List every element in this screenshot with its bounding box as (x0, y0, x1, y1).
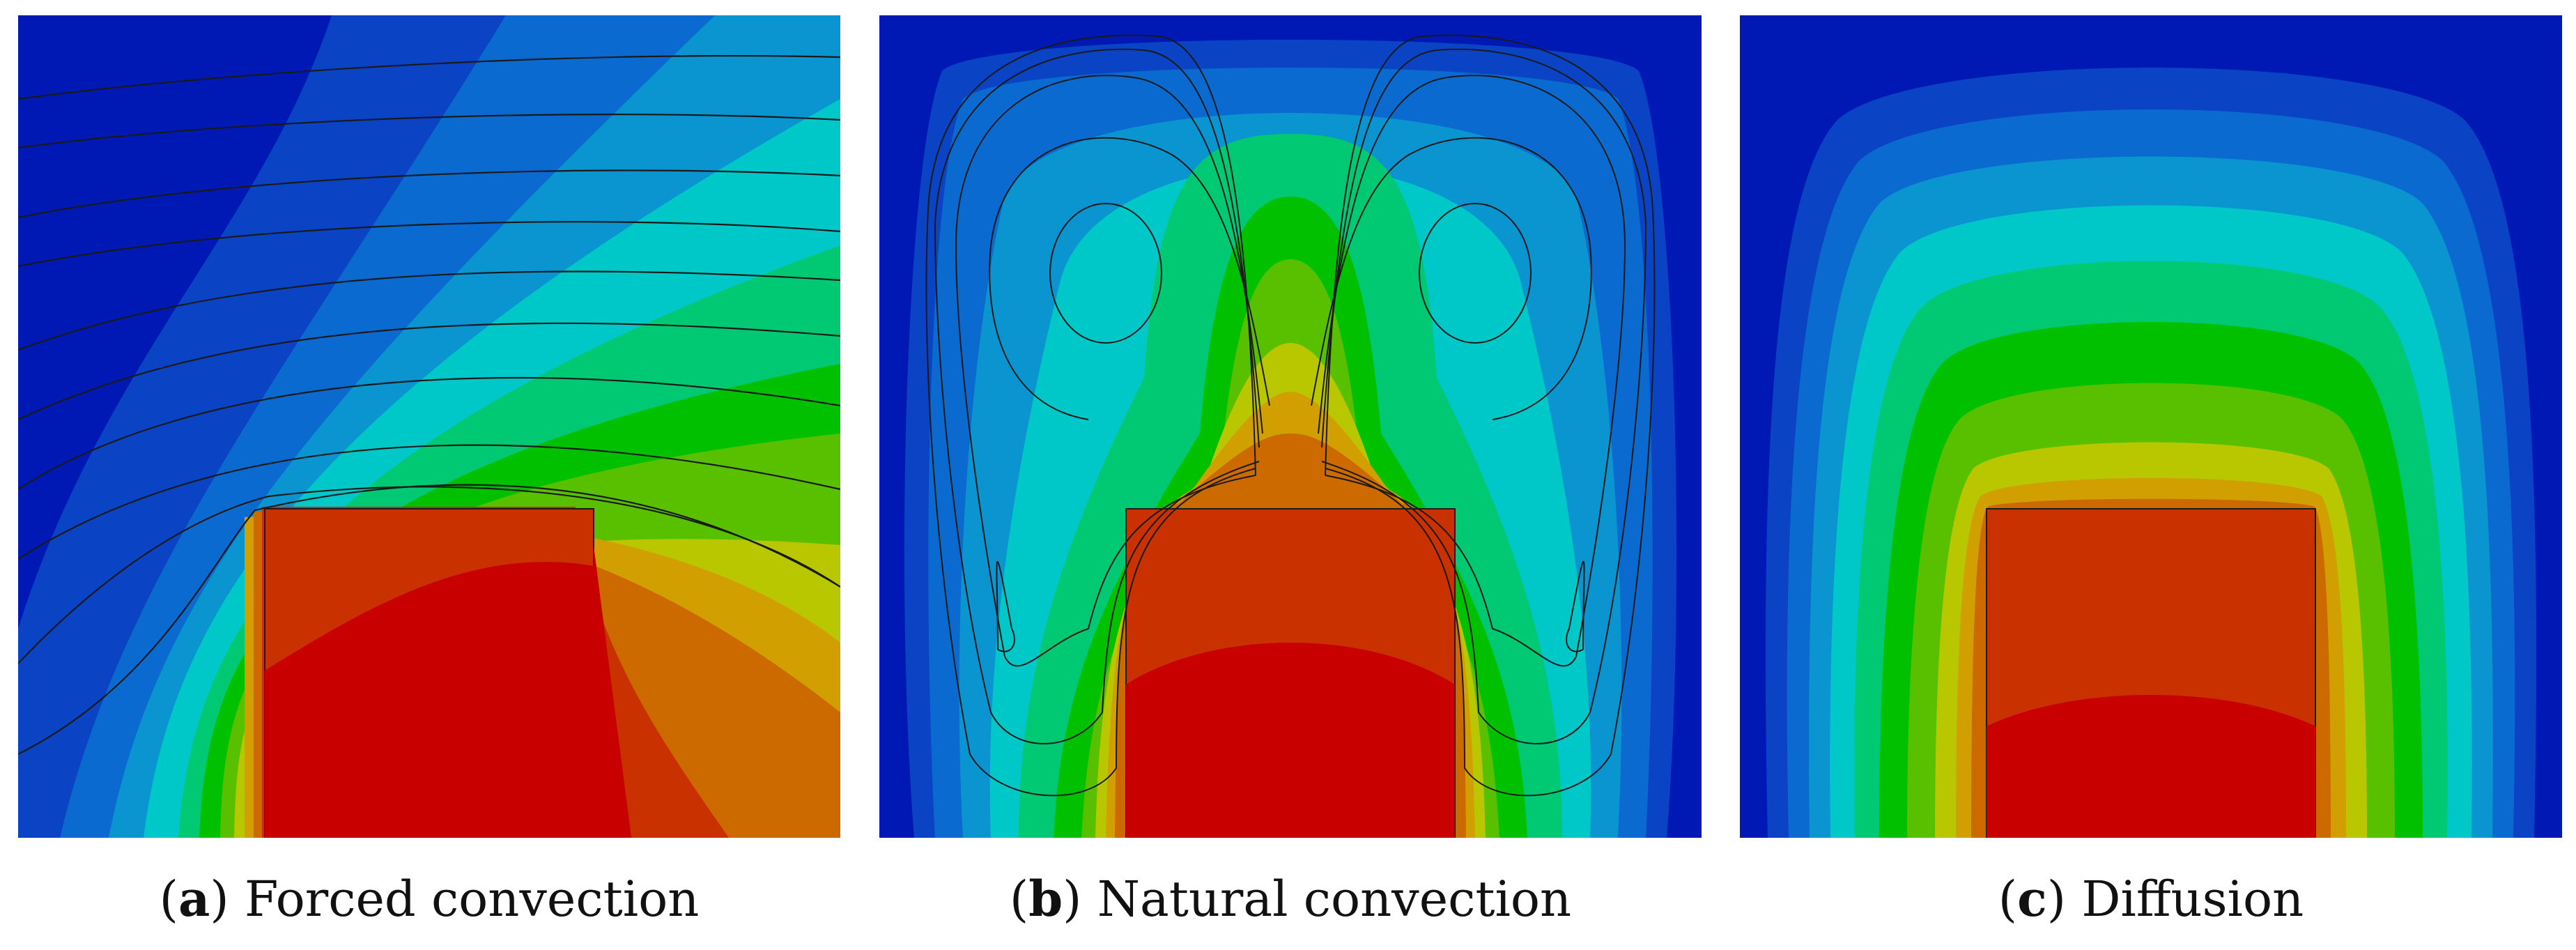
caption-letter: c (2017, 870, 2047, 928)
streamlines (18, 54, 840, 755)
natural-convection-field (879, 15, 1702, 838)
streamline (18, 486, 840, 664)
streamline (18, 322, 840, 420)
caption-title: Forced convection (244, 871, 700, 928)
forced-convection-field (18, 15, 840, 838)
streamline (18, 270, 840, 351)
caption-paren-open: ( (159, 871, 178, 928)
streamline (969, 468, 1256, 797)
caption-paren-close: ) (2046, 871, 2067, 928)
heated-block-wake (594, 545, 631, 838)
caption-paren-close: ) (210, 871, 229, 928)
panel-diffusion (1740, 15, 2562, 838)
streamline (1566, 560, 1585, 652)
streamline (18, 444, 840, 560)
heated-block-core (265, 562, 594, 838)
caption-paren-close: ) (1063, 871, 1082, 928)
caption-title: Diffusion (2081, 871, 2304, 928)
caption-diffusion: (c) Diffusion (1740, 870, 2562, 928)
streamline (990, 461, 1260, 744)
streamline (1311, 137, 1592, 420)
caption-natural-convection: (b) Natural convection (879, 870, 1702, 928)
caption-paren-open: ( (1998, 871, 2018, 928)
panel-forced-convection (18, 15, 840, 838)
streamline (955, 75, 1263, 657)
heated-block-core (1126, 643, 1455, 838)
caption-paren-open: ( (1009, 871, 1029, 928)
streamline (1318, 75, 1626, 657)
streamline (1049, 203, 1162, 344)
panel-natural-convection (879, 15, 1702, 838)
caption-letter: b (1028, 870, 1063, 928)
streamline (18, 114, 840, 149)
diffusion-field (1740, 15, 2562, 838)
caption-letter: a (178, 870, 210, 928)
streamline (1321, 461, 1591, 744)
streamline (18, 484, 840, 755)
streamline (989, 137, 1270, 420)
streamline (996, 560, 1015, 652)
streamline (1325, 468, 1612, 797)
heated-block-core (1987, 695, 2315, 838)
streamline (18, 169, 840, 219)
streamline (934, 48, 1260, 713)
streamline (1325, 34, 1656, 755)
streamline (925, 34, 1256, 755)
streamline (18, 221, 840, 268)
streamline (1321, 48, 1647, 713)
streamline (18, 54, 840, 100)
streamline (18, 376, 840, 490)
caption-forced-convection: (a) Forced convection (18, 870, 840, 928)
caption-title: Natural convection (1097, 871, 1572, 928)
streamline (1419, 203, 1532, 344)
streamlines (925, 34, 1656, 797)
